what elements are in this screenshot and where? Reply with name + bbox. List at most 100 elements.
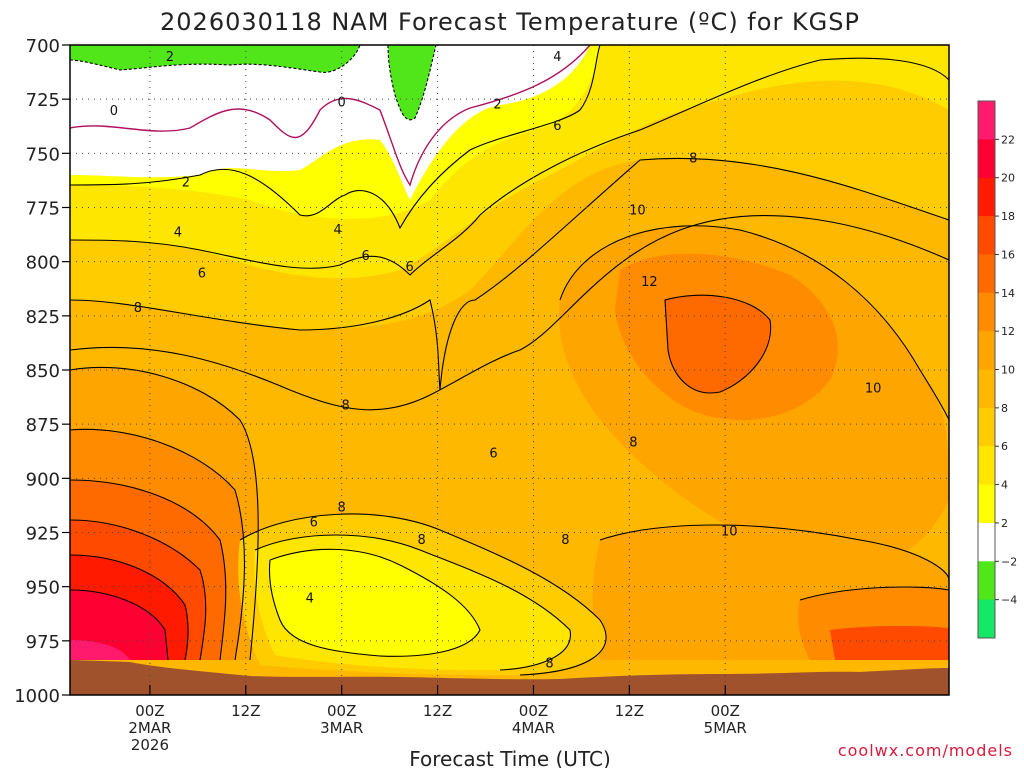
contour-line-6-lower bbox=[254, 534, 571, 671]
y-tick-label: 775 bbox=[26, 199, 60, 220]
colorbar-label: 20 bbox=[1001, 172, 1015, 185]
x-tick-label: 00Z bbox=[711, 702, 740, 720]
x-tick-label: 12Z bbox=[615, 702, 644, 720]
contour-label: 0 bbox=[110, 104, 118, 119]
x-tick-label: 2MAR bbox=[128, 719, 171, 737]
y-tick-label: 725 bbox=[26, 90, 60, 111]
contour-line-4 bbox=[70, 57, 949, 276]
colorbar-swatch bbox=[978, 484, 995, 524]
contour-label: 8 bbox=[338, 501, 346, 516]
x-tick-label: 00Z bbox=[135, 702, 164, 720]
contour-line-minus-2-mid bbox=[387, 45, 437, 121]
y-tick-label: 825 bbox=[26, 307, 60, 328]
y-tick-label: 850 bbox=[26, 361, 60, 382]
contour-line-warm-core-5 bbox=[70, 554, 189, 661]
contour-line-2 bbox=[70, 45, 601, 230]
contour-line-10 bbox=[559, 225, 949, 421]
colorbar-swatch bbox=[978, 139, 995, 179]
contour-label: 10 bbox=[865, 381, 882, 396]
contour-label: 6 bbox=[198, 267, 206, 282]
colorbar-swatch bbox=[978, 101, 995, 140]
fill-band-below-minus-2-mid bbox=[388, 45, 436, 120]
contour-lines bbox=[70, 45, 949, 676]
colorbar-swatch bbox=[978, 446, 995, 486]
contour-label: 2 bbox=[182, 176, 190, 191]
x-tick-label: 12Z bbox=[423, 702, 452, 720]
contour-line-warm-core-2 bbox=[70, 428, 245, 661]
contour-labels: 2 0 0 2 4 6 2 8 4 4 10 6 6 6 12 8 8 10 6 8 8 6 8 8 10 4 8 bbox=[110, 50, 882, 672]
contour-label: 6 bbox=[310, 516, 318, 531]
x-axis-label: Forecast Time (UTC) bbox=[409, 747, 611, 768]
x-tick-label: 4MAR bbox=[512, 719, 555, 737]
colorbar-label: −2 bbox=[1001, 555, 1017, 568]
contour-label: 8 bbox=[689, 152, 697, 167]
y-tick-label: 900 bbox=[26, 469, 60, 490]
y-tick-label: 950 bbox=[26, 578, 60, 599]
contour-line-4-lower bbox=[268, 548, 481, 657]
contour-label: 8 bbox=[545, 657, 553, 672]
contour-label: 6 bbox=[489, 446, 497, 461]
contour-label: 8 bbox=[417, 533, 425, 548]
contour-line-8 bbox=[70, 215, 949, 411]
colorbar-swatch bbox=[978, 254, 995, 294]
y-tick-label: 750 bbox=[26, 144, 60, 165]
x-tick-label: 2026 bbox=[131, 736, 169, 754]
fill-band-14-plus-lower-right bbox=[830, 625, 949, 660]
contour-line-6 bbox=[70, 157, 949, 391]
contour-line-minus-2 bbox=[70, 45, 361, 73]
x-tick-label: 3MAR bbox=[320, 719, 363, 737]
contour-label: 0 bbox=[338, 95, 346, 110]
x-tick-label: 12Z bbox=[231, 702, 260, 720]
colorbar-swatch bbox=[978, 599, 995, 639]
contour-label: 8 bbox=[134, 301, 142, 316]
colorbar: 22 20 18 16 14 12 10 8 6 4 2 −2 −4 bbox=[977, 100, 1017, 639]
colorbar-swatch bbox=[978, 369, 995, 409]
y-tick-label: 975 bbox=[26, 632, 60, 653]
contour-label: 6 bbox=[405, 260, 413, 275]
contour-label: 2 bbox=[166, 50, 174, 65]
colorbar-label: 16 bbox=[1001, 248, 1015, 261]
contour-label: 10 bbox=[629, 204, 646, 219]
y-tick-label: 800 bbox=[26, 253, 60, 274]
contour-label: 4 bbox=[334, 223, 342, 238]
credit-text: coolwx.com/models bbox=[838, 741, 1013, 760]
contour-label: 12 bbox=[641, 275, 658, 290]
contour-label: 8 bbox=[342, 399, 350, 414]
colorbar-label: 2 bbox=[1001, 517, 1008, 530]
colorbar-label: −4 bbox=[1001, 594, 1017, 607]
grid-lines bbox=[70, 45, 949, 695]
contour-label: 10 bbox=[721, 524, 738, 539]
colorbar-swatch bbox=[978, 522, 995, 562]
fill-band-below-minus-2-left bbox=[70, 45, 360, 73]
x-tick-label: 5MAR bbox=[704, 719, 747, 737]
ground-terrain bbox=[70, 660, 949, 695]
contour-label: 6 bbox=[553, 119, 561, 134]
colorbar-swatch bbox=[978, 331, 995, 370]
contour-label: 4 bbox=[306, 592, 314, 607]
fill-band-2-4-low bbox=[269, 549, 480, 657]
contour-label: 8 bbox=[629, 436, 637, 451]
contour-label: 8 bbox=[561, 533, 569, 548]
x-tick-label: 00Z bbox=[327, 702, 356, 720]
contour-line-12 bbox=[664, 294, 772, 394]
colorbar-swatch bbox=[978, 561, 995, 601]
colorbar-swatch bbox=[978, 407, 995, 447]
contour-label: 2 bbox=[493, 98, 501, 113]
contour-line-warm-core-6 bbox=[70, 589, 169, 661]
colorbar-label: 14 bbox=[1001, 287, 1015, 300]
fill-band-below-0 bbox=[70, 45, 590, 200]
colorbar-swatch bbox=[978, 177, 995, 217]
contour-line-8-lower bbox=[239, 513, 607, 676]
temperature-fill bbox=[70, 45, 949, 695]
colorbar-label: 10 bbox=[1001, 364, 1015, 377]
contour-line-10-lower-right bbox=[599, 524, 949, 581]
contour-line-warm-core-3 bbox=[70, 479, 227, 661]
colorbar-label: 18 bbox=[1001, 210, 1015, 223]
fill-band-above-22 bbox=[70, 640, 130, 660]
colorbar-label: 8 bbox=[1001, 402, 1008, 415]
contour-line-12-lower-right bbox=[799, 586, 949, 601]
colorbar-label: 4 bbox=[1001, 479, 1008, 492]
contour-line-warm-core-4 bbox=[70, 519, 207, 661]
